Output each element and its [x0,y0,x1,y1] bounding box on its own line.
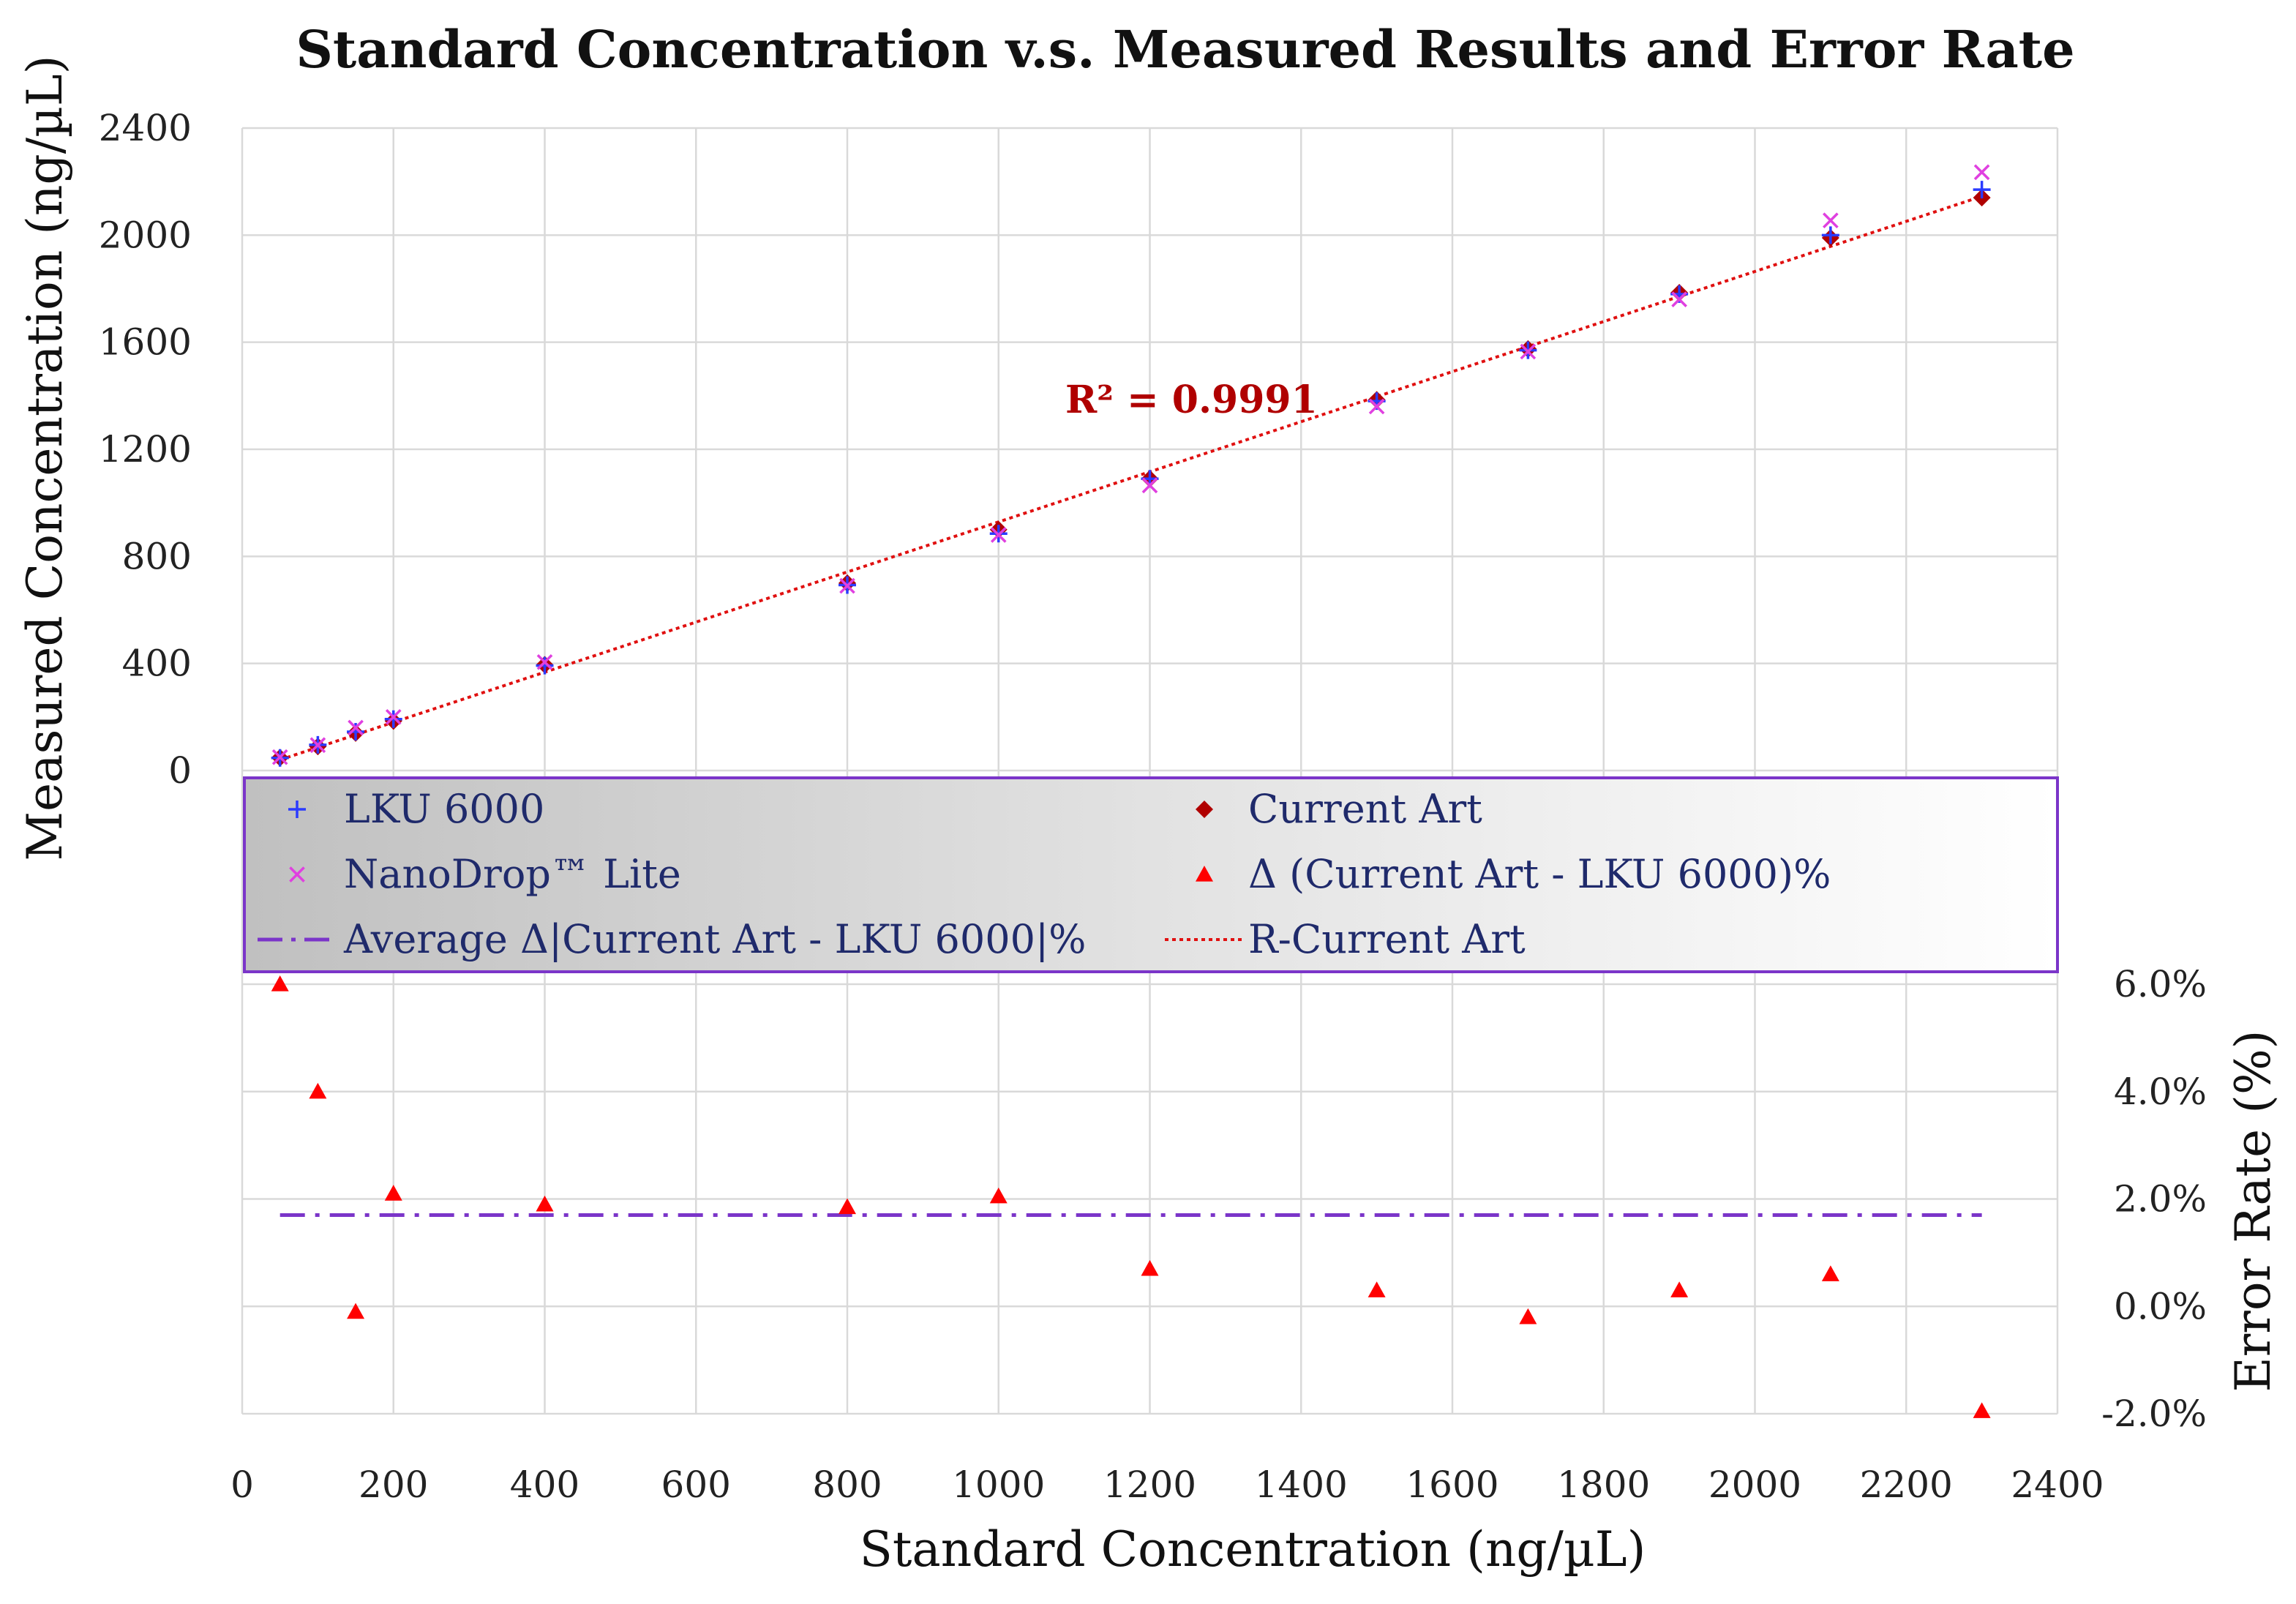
y-axis-ticks: 0 400 800 1200 1600 2000 2400 [99,107,192,792]
x-tick-label: 1600 [1406,1464,1498,1506]
point-x [1368,398,1385,415]
point-x [1973,164,1990,181]
point-plus [536,656,554,675]
legend-marker-lku6000 [288,801,306,818]
point-x [309,737,326,754]
point-plus [1821,226,1839,244]
y2-axis-ticks: -2.0% 0.0% 2.0% 4.0% 6.0% [2101,963,2207,1435]
point-plus [384,710,402,728]
y2-tick-label: 0.0% [2114,1285,2207,1327]
x-tick-label: 2400 [2011,1464,2104,1506]
y2-tick-label: 2.0% [2114,1178,2207,1221]
point-triangle [384,1185,402,1201]
y-tick-label: 2000 [99,214,192,256]
x-tick-label: 400 [510,1464,579,1506]
point-x [348,719,364,736]
trendline [280,195,1983,762]
x-axis-title: Standard Concentration (ng/µL) [860,1521,1646,1578]
data-markers [271,164,1991,1418]
point-x [1823,212,1839,229]
x-tick-label: 200 [359,1464,428,1506]
point-triangle [1519,1308,1537,1324]
y-tick-label: 400 [122,642,192,685]
point-plus [347,722,365,741]
x-tick-label: 600 [661,1464,731,1506]
x-tick-label: 1800 [1557,1464,1650,1506]
legend-box [243,776,2059,973]
legend-label-average: Average Δ|Current Art - LKU 6000|% [343,916,1086,962]
point-triangle [1141,1259,1159,1276]
y2-tick-label: 4.0% [2114,1071,2207,1113]
point-triangle [536,1195,554,1212]
point-x [271,749,288,765]
point-x [1141,477,1158,494]
point-x [839,577,855,594]
r-squared-label: R² = 0.9991 [1065,378,1318,422]
y2-tick-label: 6.0% [2114,963,2207,1005]
y-tick-label: 2400 [99,107,192,149]
point-triangle [989,1187,1008,1204]
point-triangle [309,1082,327,1099]
y2-tick-label: -2.0% [2101,1393,2207,1435]
y-tick-label: 1600 [99,321,192,364]
y-tick-label: 0 [168,749,192,792]
point-triangle [347,1303,365,1319]
point-triangle [839,1198,856,1215]
point-x [990,527,1007,543]
point-triangle [1973,1402,1991,1418]
point-plus [1973,181,1991,199]
point-triangle [1368,1281,1386,1297]
y-axis-title: Measured Concentration (ng/µL) [17,56,73,861]
legend-label-current-art: Current Art [1248,786,1482,832]
x-tick-label: 1200 [1103,1464,1196,1506]
x-tick-label: 2000 [1708,1464,1801,1506]
y2-axis-title: Error Rate (%) [2225,1030,2281,1393]
chart-title: Standard Concentration v.s. Measured Res… [296,19,2074,80]
legend-marker-current-art [1196,801,1213,818]
x-tick-label: 1400 [1255,1464,1348,1506]
point-x [536,653,553,670]
point-x [1520,343,1537,360]
x-tick-label: 2200 [1860,1464,1953,1506]
x-tick-label: 800 [812,1464,882,1506]
point-triangle [271,975,289,992]
legend-label-trendline: R-Current Art [1248,916,1526,962]
legend: LKU 6000 NanoDrop™ Lite Average Δ|Curren… [243,776,2059,973]
point-triangle [1821,1265,1839,1281]
y-tick-label: 800 [122,535,192,577]
trendline-layer [280,195,1983,762]
point-triangle [1670,1281,1689,1297]
x-tick-label: 1000 [952,1464,1045,1506]
point-x [1671,291,1687,307]
x-axis-ticks: 0 200 400 600 800 1000 1200 1400 1600 1800 2000 220… [230,1464,2104,1506]
legend-marker-nanodrop [289,866,305,882]
legend-marker-delta [1196,866,1213,882]
legend-markers [258,801,1242,942]
x-tick-label: 0 [230,1464,254,1506]
point-x [385,708,402,725]
legend-label-delta: Δ (Current Art - LKU 6000)% [1248,851,1831,897]
y-tick-label: 1200 [99,428,192,471]
legend-label-nanodrop: NanoDrop™ Lite [344,851,681,897]
legend-label-lku6000: LKU 6000 [344,786,544,832]
horizontal-gridlines [242,127,2057,1415]
